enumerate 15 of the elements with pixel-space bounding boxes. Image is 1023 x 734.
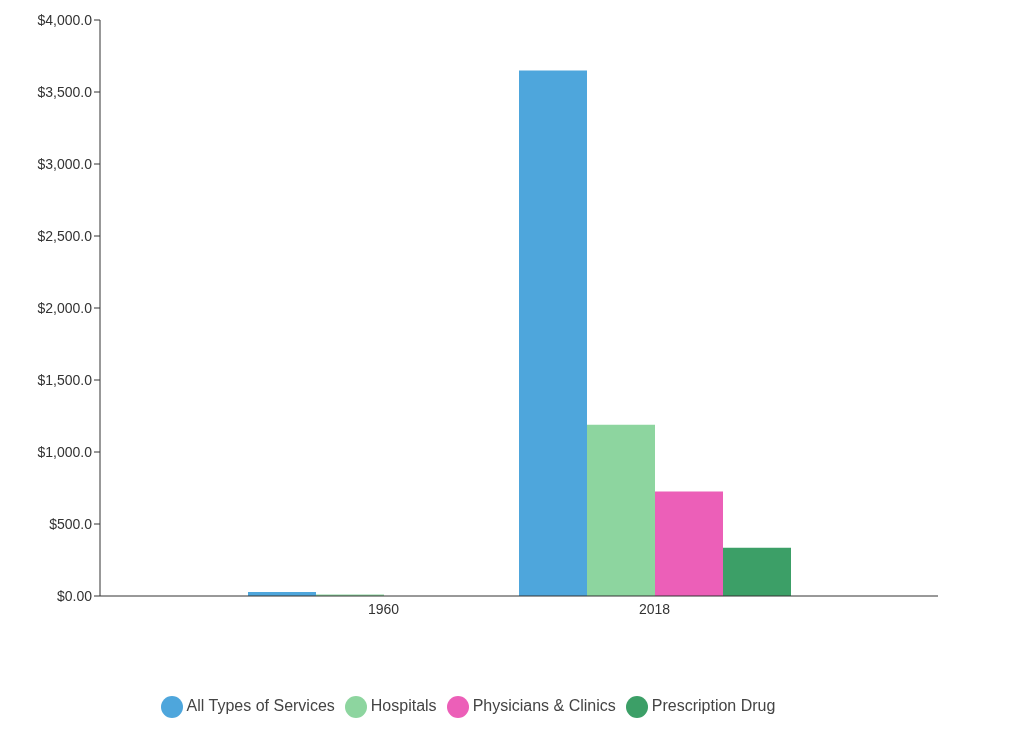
- legend-label: Prescription Drug: [651, 697, 776, 715]
- y-tick-label: $3,000.0: [37, 155, 93, 172]
- x-tick-label: 2018: [638, 600, 671, 617]
- legend-label: Physicians & Clinics: [472, 697, 616, 715]
- y-tick-label: $4,000.0: [37, 11, 93, 28]
- y-tick-label: $1,500.0: [37, 371, 93, 388]
- y-tick-label: $2,000.0: [37, 299, 93, 316]
- y-tick-label: $3,500.0: [37, 83, 93, 100]
- x-tick-label: 1960: [367, 600, 400, 617]
- y-tick-label: $1,000.0: [37, 443, 93, 460]
- y-tick-label: $2,500.0: [37, 227, 93, 244]
- legend-label: All Types of Services: [186, 697, 335, 715]
- legend-label: Hospitals: [370, 697, 437, 715]
- y-tick-label: $0.00: [56, 587, 93, 604]
- y-tick-label: $500.0: [49, 515, 93, 532]
